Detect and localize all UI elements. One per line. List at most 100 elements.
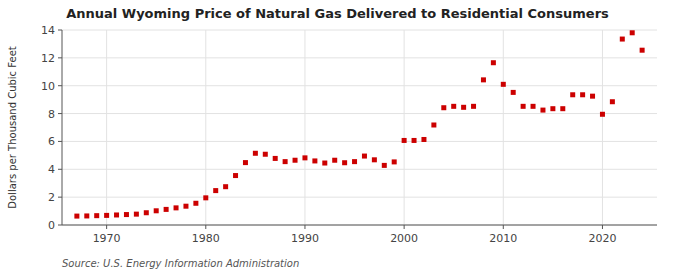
x-axis-line [62, 225, 657, 226]
y-grid-line [62, 169, 657, 170]
point [283, 159, 288, 164]
y-tick-label: 12 [41, 52, 55, 65]
point [84, 213, 89, 218]
point [223, 184, 228, 189]
point [372, 157, 377, 162]
point [114, 212, 119, 217]
point [491, 60, 496, 65]
y-grid-line [62, 30, 657, 31]
x-tick [602, 225, 603, 229]
point [302, 155, 307, 160]
point [501, 82, 506, 87]
source-note: Source: U.S. Energy Information Administ… [62, 258, 299, 269]
x-grid-line [404, 30, 405, 225]
point [342, 160, 347, 165]
y-tick-label: 4 [48, 163, 55, 176]
chart-container: Annual Wyoming Price of Natural Gas Deli… [0, 0, 675, 275]
y-tick [58, 57, 62, 58]
point [193, 201, 198, 206]
point [273, 156, 278, 161]
y-tick-label: 10 [41, 80, 55, 93]
y-tick [58, 30, 62, 31]
point [412, 138, 417, 143]
x-tick-label: 2020 [588, 232, 616, 245]
y-tick-label: 2 [48, 191, 55, 204]
points [74, 30, 644, 218]
point [352, 159, 357, 164]
point [312, 158, 317, 163]
point [560, 106, 565, 111]
point [481, 77, 486, 82]
x-tick-label: 1970 [93, 232, 121, 245]
point [570, 92, 575, 97]
x-tick [404, 225, 405, 229]
y-tick-label: 8 [48, 108, 55, 121]
y-tick-label: 14 [41, 24, 55, 37]
y-axis-label: Dollars per Thousand Cubic Feet [7, 46, 18, 209]
point [233, 173, 238, 178]
x-tick [106, 225, 107, 229]
point [531, 104, 536, 109]
x-tick-label: 1980 [192, 232, 220, 245]
point [511, 90, 516, 95]
point [243, 160, 248, 165]
point [402, 138, 407, 143]
point [134, 212, 139, 217]
point [550, 106, 555, 111]
point [521, 104, 526, 109]
point [451, 104, 456, 109]
x-tick [205, 225, 206, 229]
point [164, 207, 169, 212]
y-tick-label: 6 [48, 135, 55, 148]
chart-svg: Annual Wyoming Price of Natural Gas Deli… [0, 0, 675, 275]
y-tick [58, 169, 62, 170]
point [203, 195, 208, 200]
x-tick-label: 2010 [489, 232, 517, 245]
y-axis-line [62, 30, 63, 225]
point [183, 204, 188, 209]
point [461, 105, 466, 110]
x-grid-line [304, 30, 305, 225]
point [144, 210, 149, 215]
point [213, 188, 218, 193]
y-tick [58, 197, 62, 198]
y-tick [58, 141, 62, 142]
point [610, 99, 615, 104]
point [421, 137, 426, 142]
x-grid-line [602, 30, 603, 225]
x-grid-line [503, 30, 504, 225]
point [441, 105, 446, 110]
point [362, 154, 367, 159]
x-tick [503, 225, 504, 229]
y-grid-line [62, 225, 657, 226]
y-grid-line [62, 141, 657, 142]
point [124, 212, 129, 217]
point [431, 122, 436, 127]
y-tick [58, 113, 62, 114]
x-tick-label: 2000 [390, 232, 418, 245]
x-tick-label: 1990 [291, 232, 319, 245]
point [104, 213, 109, 218]
y-tick [58, 85, 62, 86]
point [580, 92, 585, 97]
y-grid-line [62, 113, 657, 114]
point [293, 158, 298, 163]
point [263, 152, 268, 157]
point [322, 161, 327, 166]
point [540, 108, 545, 113]
axes: 02468101214197019801990200020102020 [41, 24, 657, 245]
x-tick [304, 225, 305, 229]
point [620, 37, 625, 42]
point [640, 48, 645, 53]
y-grid-line [62, 57, 657, 58]
y-tick [58, 225, 62, 226]
point [471, 104, 476, 109]
y-grid-line [62, 85, 657, 86]
point [94, 213, 99, 218]
title: Annual Wyoming Price of Natural Gas Deli… [66, 6, 609, 21]
point [174, 205, 179, 210]
point [600, 112, 605, 117]
y-grid-line [62, 197, 657, 198]
point [630, 30, 635, 35]
point [392, 159, 397, 164]
